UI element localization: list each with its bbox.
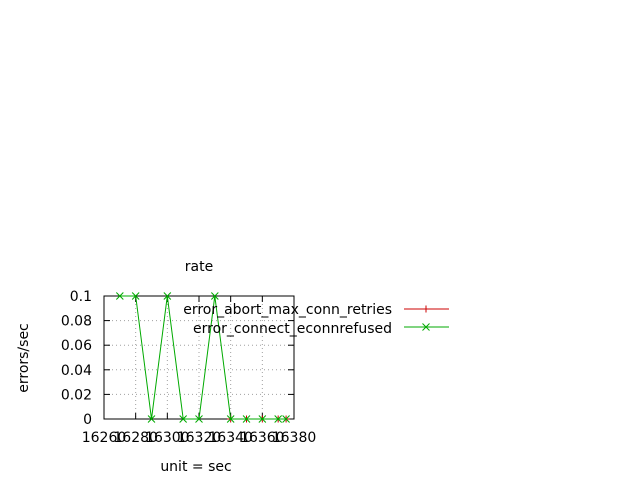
x-tick-label: 16380 — [272, 430, 317, 446]
y-tick-label: 0.1 — [70, 289, 92, 305]
y-tick-label: 0 — [83, 412, 92, 428]
chart-title: rate — [185, 259, 213, 275]
legend: error_abort_max_conn_retries error_conne… — [183, 302, 449, 337]
y-tick-label: 0.02 — [61, 387, 92, 403]
y-tick-labels: 0 0.02 0.04 0.06 0.08 0.1 — [61, 289, 92, 428]
y-tick-label: 0.04 — [61, 363, 92, 379]
x-axis-label: unit = sec — [160, 459, 231, 475]
legend-label-1: error_abort_max_conn_retries — [183, 302, 392, 318]
y-axis-label: errors/sec — [16, 323, 32, 393]
y-tick-label: 0.06 — [61, 338, 92, 354]
y-tick-label: 0.08 — [61, 314, 92, 330]
legend-label-2: error_connect_econnrefused — [193, 321, 392, 337]
